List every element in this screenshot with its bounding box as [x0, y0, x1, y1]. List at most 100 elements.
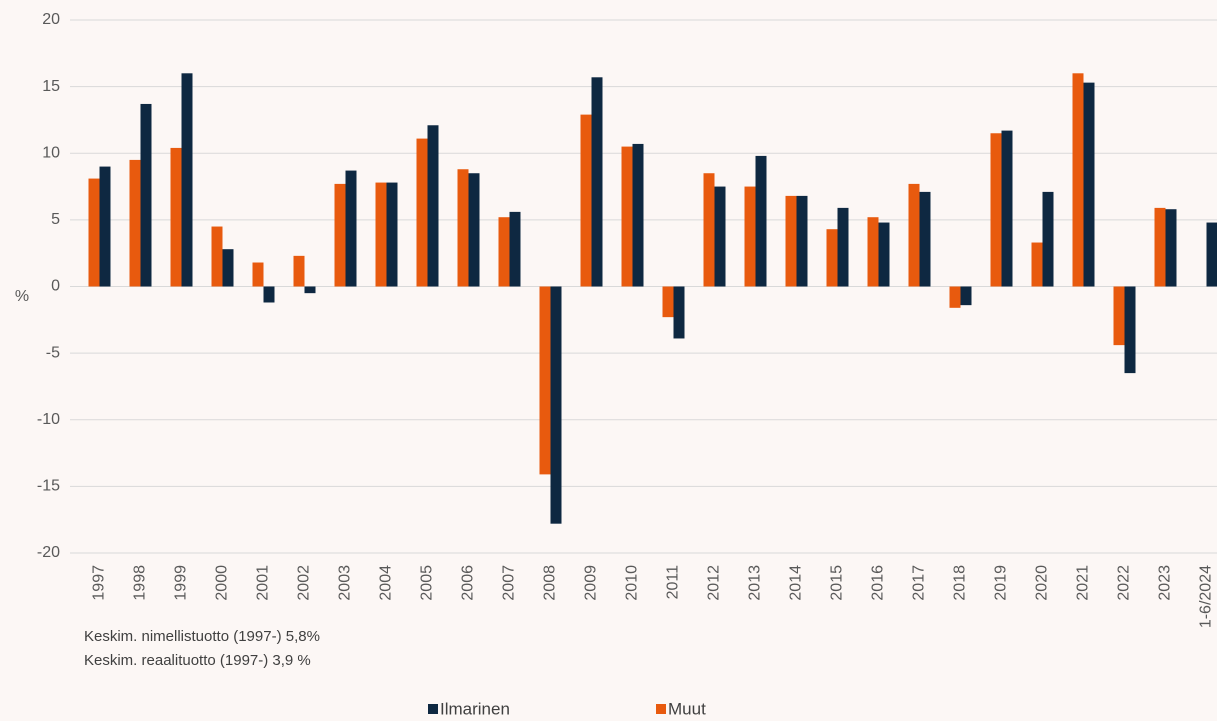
x-tick-label: 2023 — [1157, 565, 1174, 601]
x-tick-label: 2008 — [542, 565, 559, 601]
annotation: Keskim. reaalituotto (1997-) 3,9 % — [84, 652, 311, 669]
bar — [703, 173, 715, 287]
bar — [908, 183, 920, 287]
bar — [1031, 242, 1043, 287]
legend-swatch — [656, 704, 666, 714]
bar — [222, 249, 234, 287]
bar — [714, 186, 726, 287]
bar — [211, 226, 223, 287]
bar — [181, 73, 193, 287]
bar — [1001, 130, 1013, 287]
bar — [457, 169, 469, 287]
bar — [293, 255, 305, 287]
bar — [498, 217, 510, 287]
y-tick-label: 10 — [42, 144, 60, 161]
bar — [375, 182, 387, 287]
x-tick-label: 1999 — [173, 565, 190, 601]
y-tick-label: 20 — [42, 11, 60, 28]
x-tick-label: 2018 — [952, 565, 969, 601]
bar — [1206, 222, 1217, 287]
x-tick-label: 1998 — [132, 565, 149, 601]
x-tick-label: 2009 — [583, 565, 600, 601]
bar — [252, 262, 264, 287]
bar — [785, 195, 797, 287]
legend-swatch — [428, 704, 438, 714]
bar — [99, 166, 111, 287]
legend-label: Ilmarinen — [440, 699, 510, 718]
bar — [878, 222, 890, 287]
bar — [416, 138, 428, 287]
x-tick-label: 2017 — [911, 565, 928, 601]
bar — [744, 186, 756, 287]
x-tick-label: 2001 — [255, 565, 272, 601]
x-tick-label: 2020 — [1034, 565, 1051, 601]
bar — [129, 159, 141, 287]
bar — [621, 146, 633, 287]
bar — [837, 207, 849, 287]
bar — [1165, 209, 1177, 287]
annotation: Keskim. nimellistuotto (1997-) 5,8% — [84, 628, 320, 645]
x-tick-label: 2014 — [788, 565, 805, 601]
y-tick-label: -20 — [37, 544, 60, 561]
bar — [334, 183, 346, 287]
x-tick-label: 2004 — [378, 565, 395, 601]
bar — [949, 286, 961, 308]
y-tick-label: -10 — [37, 411, 60, 428]
bar — [304, 286, 316, 294]
y-tick-label: 15 — [42, 78, 60, 95]
bar — [867, 217, 879, 287]
bar — [509, 211, 521, 287]
y-tick-label: -15 — [37, 478, 60, 495]
bar — [1072, 73, 1084, 287]
bar — [1042, 191, 1054, 287]
bar — [345, 170, 357, 287]
x-tick-label: 2000 — [214, 565, 231, 601]
x-tick-label: 2005 — [419, 565, 436, 601]
x-tick-label: 2022 — [1116, 565, 1133, 601]
bar — [990, 133, 1002, 287]
x-tick-label: 2016 — [870, 565, 887, 601]
bar — [170, 147, 182, 287]
bar — [386, 182, 398, 287]
x-tick-label: 2002 — [296, 565, 313, 601]
bar — [1154, 207, 1166, 287]
x-tick-label: 2003 — [337, 565, 354, 601]
x-tick-label: 2011 — [665, 565, 682, 600]
bar — [263, 286, 275, 303]
x-tick-label: 2013 — [747, 565, 764, 601]
x-tick-label: 2010 — [624, 565, 641, 601]
bar — [468, 173, 480, 287]
x-tick-label: 1997 — [91, 565, 108, 601]
y-axis-label: % — [15, 288, 29, 305]
bar — [662, 286, 674, 318]
bar — [550, 286, 562, 524]
x-tick-label: 1-6/2024 — [1198, 565, 1215, 628]
bar — [960, 286, 972, 306]
bar — [140, 103, 152, 287]
bar — [580, 114, 592, 287]
legend-label: Muut — [668, 699, 706, 718]
x-tick-label: 2021 — [1075, 565, 1092, 601]
bar — [632, 143, 644, 287]
bar — [591, 77, 603, 287]
x-tick-label: 2019 — [993, 565, 1010, 601]
y-tick-label: -5 — [46, 344, 60, 361]
x-tick-label: 2007 — [501, 565, 518, 601]
bar — [826, 229, 838, 287]
bar — [1124, 286, 1136, 374]
bar — [1113, 286, 1125, 346]
bar — [755, 155, 767, 287]
bar — [919, 191, 931, 287]
bar — [427, 125, 439, 287]
bar — [1083, 82, 1095, 287]
y-tick-label: 5 — [51, 211, 60, 228]
bar — [539, 286, 551, 475]
y-tick-label: 0 — [51, 278, 60, 295]
x-tick-label: 2006 — [460, 565, 477, 601]
x-tick-label: 2015 — [829, 565, 846, 601]
bar — [673, 286, 685, 339]
bar — [796, 195, 808, 287]
x-tick-label: 2012 — [706, 565, 723, 601]
